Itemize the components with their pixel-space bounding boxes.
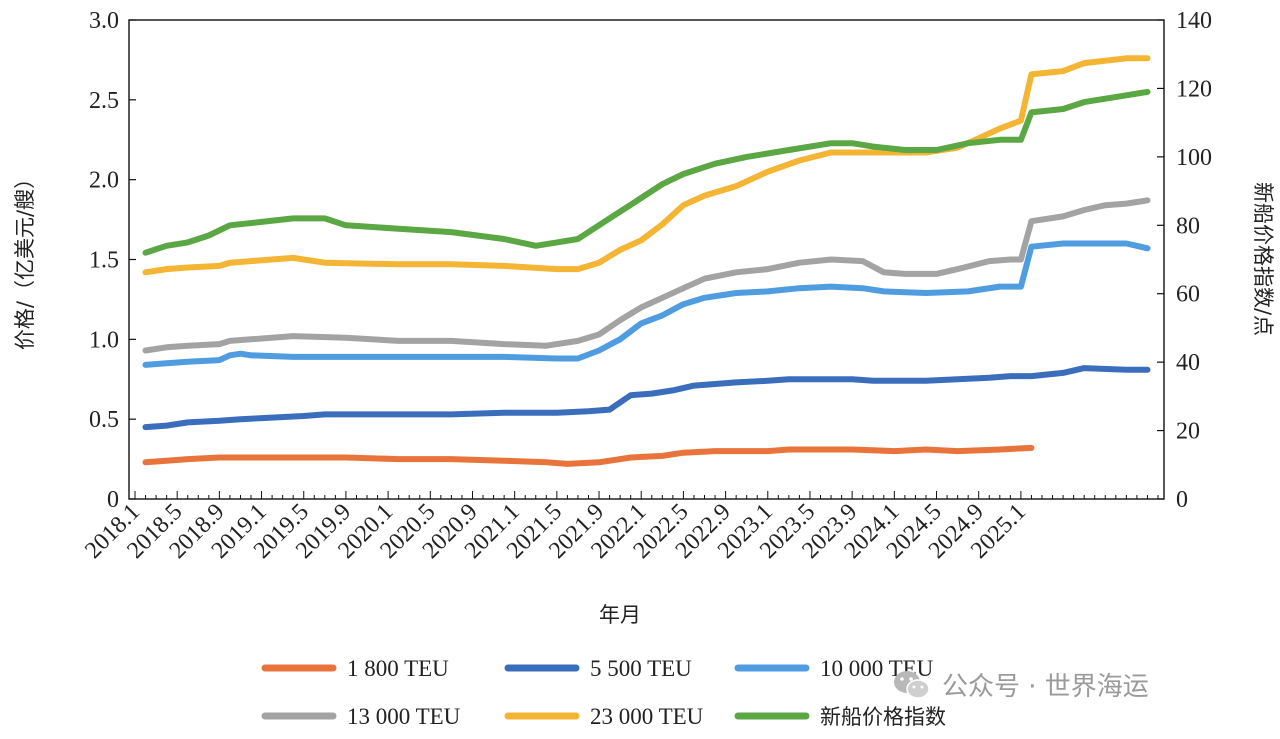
right-tick-label: 120	[1176, 76, 1212, 102]
right-tick-label: 60	[1176, 282, 1200, 308]
right-tick-label: 80	[1176, 213, 1200, 239]
series-line-5	[142, 55, 1151, 276]
series-line-3	[142, 240, 1151, 368]
watermark-text: 公众号 · 世界海运	[942, 672, 1149, 702]
series-line-2	[142, 365, 1151, 431]
x-axis-title: 年月	[599, 603, 641, 627]
left-tick-label: 2.0	[89, 168, 119, 194]
right-axis: 0 20 40 60 80 100 120 140	[1157, 8, 1212, 513]
legend-label: 13 000 TEU	[347, 704, 461, 729]
y-axis-left-title: 价格/（亿美元/艘）	[13, 168, 37, 350]
legend-label: 23 000 TEU	[590, 704, 704, 729]
right-tick-label: 40	[1176, 350, 1200, 376]
left-axis: 0 0.5 1.0 1.5 2.0 2.5 3.0	[89, 8, 136, 513]
right-tick-label: 0	[1176, 487, 1188, 513]
series-line-1	[142, 444, 1035, 467]
right-tick-label: 20	[1176, 419, 1200, 445]
left-tick-label: 0	[107, 487, 119, 513]
left-tick-label: 0.5	[89, 407, 119, 433]
x-axis: 2018.12018.52018.92019.12019.52019.92020…	[80, 491, 1159, 564]
left-tick-label: 1.0	[89, 327, 119, 353]
legend-label: 1 800 TEU	[347, 656, 449, 681]
legend-label: 新船价格指数	[820, 705, 946, 729]
left-tick-label: 3.0	[89, 8, 119, 34]
left-tick-label: 2.5	[89, 88, 119, 114]
wechat-icon	[894, 670, 930, 699]
left-tick-label: 1.5	[89, 248, 119, 274]
watermark: 公众号 · 世界海运	[892, 666, 1149, 703]
series-line-4	[142, 197, 1151, 354]
right-tick-label: 100	[1176, 145, 1212, 171]
series-line-6	[142, 88, 1151, 256]
series-layer	[142, 55, 1151, 467]
right-tick-label: 140	[1176, 8, 1212, 34]
y-axis-right-title: 新船价格指数/点	[1251, 182, 1275, 336]
legend-label: 5 500 TEU	[590, 656, 692, 681]
